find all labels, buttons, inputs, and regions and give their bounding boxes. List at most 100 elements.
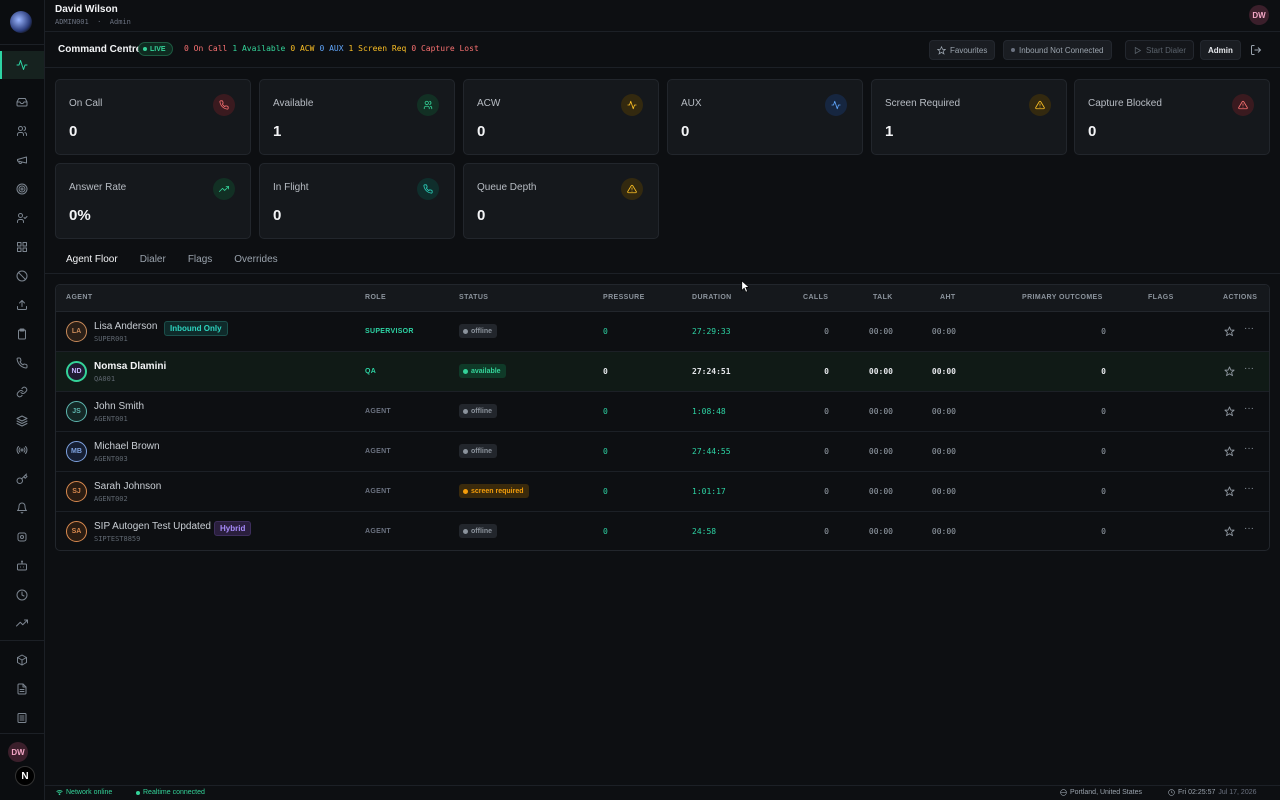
agent-name[interactable]: Lisa Anderson <box>94 321 158 332</box>
favourite-star-icon[interactable] <box>1224 326 1235 337</box>
nav-list-icon[interactable] <box>12 708 32 728</box>
more-options-icon[interactable]: ··· <box>1244 363 1254 374</box>
favourite-star-icon[interactable] <box>1224 486 1235 497</box>
more-options-icon[interactable]: ··· <box>1244 483 1254 494</box>
app-logo[interactable] <box>10 11 32 33</box>
more-options-icon[interactable]: ··· <box>1244 323 1254 334</box>
logout-icon[interactable] <box>1250 44 1262 56</box>
table-row[interactable]: JS John Smith AGENT001 AGENT offline 0 1:08:48… <box>56 392 1269 432</box>
favourite-star-icon[interactable] <box>1224 446 1235 457</box>
profile-avatar[interactable]: DW <box>1249 5 1269 25</box>
inbox-icon <box>16 98 28 107</box>
duration-value: 1:08:48 <box>692 407 726 416</box>
metric-label: ACW <box>477 98 501 109</box>
play-icon <box>1134 46 1142 54</box>
col-talk[interactable]: TALK <box>873 294 893 301</box>
table-row[interactable]: LA Lisa Anderson SUPER001 Inbound Only SUPER… <box>56 312 1269 352</box>
nav-layers-icon[interactable] <box>12 411 32 431</box>
agent-name[interactable]: SIP Autogen Test Updated <box>94 521 211 532</box>
tab-overrides[interactable]: Overrides <box>234 254 278 265</box>
nav-grid-icon[interactable] <box>12 237 32 257</box>
metric-card[interactable]: Answer Rate 0% <box>55 163 251 239</box>
metric-label: Available <box>273 98 314 109</box>
agent-code: AGENT003 <box>94 455 128 463</box>
col-agent[interactable]: AGENT <box>66 294 93 301</box>
agent-name[interactable]: Nomsa Dlamini <box>94 361 167 372</box>
metric-card[interactable]: Queue Depth 0 <box>463 163 659 239</box>
metric-icon-badge <box>621 94 643 116</box>
more-options-icon[interactable]: ··· <box>1244 523 1254 534</box>
nav-clipboard-icon[interactable] <box>12 324 32 344</box>
tab-agent-floor[interactable]: Agent Floor <box>55 250 129 274</box>
agent-name[interactable]: Michael Brown <box>94 441 160 452</box>
start-dialer-button[interactable]: Start Dialer <box>1125 40 1195 60</box>
nav-trending-up-icon[interactable] <box>12 613 32 633</box>
nav-key-icon[interactable] <box>12 469 32 489</box>
metric-card[interactable]: Capture Blocked 0 <box>1074 79 1270 155</box>
col-duration[interactable]: DURATION <box>692 294 732 301</box>
user-avatar[interactable]: DW <box>8 742 28 762</box>
metric-card[interactable]: In Flight 0 <box>259 163 455 239</box>
user-role: Admin <box>109 18 131 26</box>
table-row[interactable]: SA SIP Autogen Test Updated SIPTEST8859 Hyb… <box>56 512 1269 550</box>
nav-activity-icon[interactable] <box>12 55 32 75</box>
mouse-cursor-icon <box>741 280 749 293</box>
col-aht[interactable]: AHT <box>940 294 956 301</box>
table-row[interactable]: SJ Sarah Johnson AGENT002 AGENT screen requi… <box>56 472 1269 512</box>
nav-bot-icon[interactable] <box>12 556 32 576</box>
metric-card[interactable]: Available 1 <box>259 79 455 155</box>
network-label: Network online <box>66 789 113 796</box>
tab-flags[interactable]: Flags <box>187 254 213 265</box>
col-pressure[interactable]: PRESSURE <box>603 294 645 301</box>
pressure-value: 0 <box>603 407 608 416</box>
nav-upload-icon[interactable] <box>12 295 32 315</box>
phone-icon <box>423 184 433 194</box>
nav-target-icon[interactable] <box>12 179 32 199</box>
favourite-star-icon[interactable] <box>1224 406 1235 417</box>
col-role[interactable]: ROLE <box>365 294 387 301</box>
agent-name[interactable]: John Smith <box>94 401 145 412</box>
table-row[interactable]: ND Nomsa Dlamini QA001 QA available 0 27:24:51… <box>56 352 1269 392</box>
metric-value: 0 <box>477 123 486 140</box>
talk-value: 00:00 <box>868 447 893 456</box>
metric-card[interactable]: ACW 0 <box>463 79 659 155</box>
nav-ban-icon[interactable] <box>12 266 32 286</box>
more-options-icon[interactable]: ··· <box>1244 443 1254 454</box>
more-options-icon[interactable]: ··· <box>1244 403 1254 414</box>
metric-card[interactable]: On Call 0 <box>55 79 251 155</box>
metric-card[interactable]: Screen Required 1 <box>871 79 1067 155</box>
agent-code: SIPTEST8859 <box>94 535 141 543</box>
nav-file-icon[interactable] <box>12 679 32 699</box>
nav-clock-icon[interactable] <box>12 585 32 605</box>
favourite-star-icon[interactable] <box>1224 366 1235 377</box>
agent-name[interactable]: Sarah Johnson <box>94 481 162 492</box>
nav-settings-icon[interactable] <box>12 527 32 547</box>
nav-user-check-icon[interactable] <box>12 208 32 228</box>
col-flags[interactable]: FLAGS <box>1148 294 1174 301</box>
nav-megaphone-icon[interactable] <box>12 150 32 170</box>
next-logo-button[interactable]: N <box>15 766 35 786</box>
col-calls[interactable]: CALLS <box>803 294 829 301</box>
favourites-button[interactable]: Favourites <box>929 40 996 60</box>
metric-card[interactable]: AUX 0 <box>667 79 863 155</box>
date-label: Jul 17, 2026 <box>1218 789 1257 796</box>
nav-users-icon[interactable] <box>12 121 32 141</box>
sidebar: DW N <box>0 0 45 800</box>
nav-inbox-icon[interactable] <box>12 92 32 112</box>
table-row[interactable]: MB Michael Brown AGENT003 AGENT offline 0 27:4… <box>56 432 1269 472</box>
col-primary-outcomes[interactable]: PRIMARY OUTCOMES <box>1022 294 1103 301</box>
col-status[interactable]: STATUS <box>459 294 489 301</box>
clipboard-icon <box>18 328 26 340</box>
metric-icon-badge <box>417 94 439 116</box>
nav-phone-icon[interactable] <box>12 353 32 373</box>
nav-link-icon[interactable] <box>12 382 32 402</box>
divider <box>45 273 1280 274</box>
tab-dialer[interactable]: Dialer <box>139 254 166 265</box>
favourite-star-icon[interactable] <box>1224 526 1235 537</box>
admin-button[interactable]: Admin <box>1200 40 1241 60</box>
status-counter: 1 Available <box>232 44 286 53</box>
nav-radio-icon[interactable] <box>12 440 32 460</box>
nav-bell-icon[interactable] <box>12 498 32 518</box>
inbound-status-button[interactable]: Inbound Not Connected <box>1003 40 1112 60</box>
nav-package-icon[interactable] <box>12 650 32 670</box>
